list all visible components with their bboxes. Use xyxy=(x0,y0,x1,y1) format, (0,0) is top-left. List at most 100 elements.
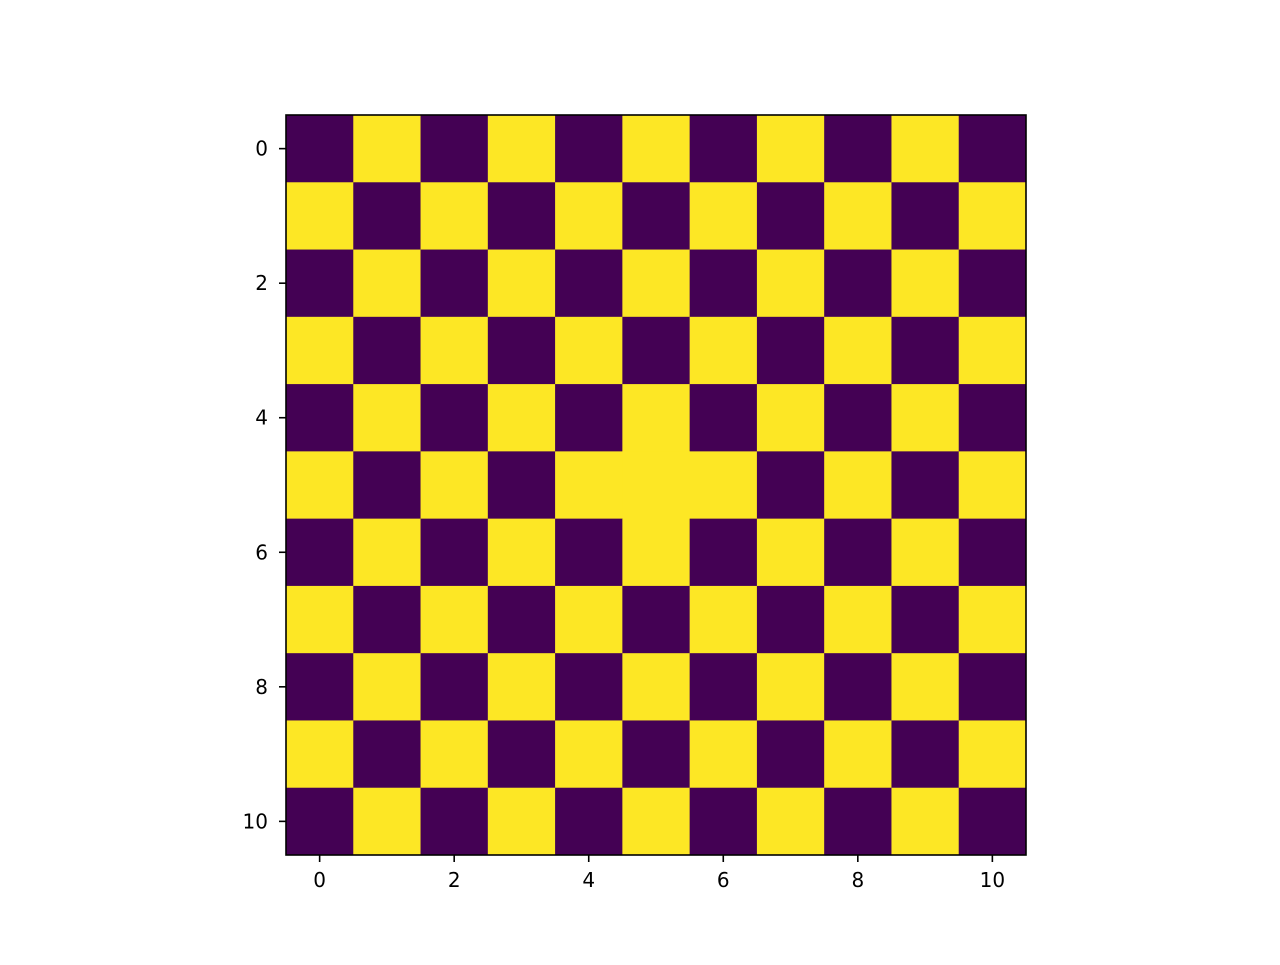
heatmap-cell xyxy=(555,182,623,251)
heatmap-cell xyxy=(756,720,825,789)
heatmap-cell xyxy=(286,585,354,654)
heatmap-cell xyxy=(891,316,960,385)
heatmap-cell xyxy=(555,316,623,385)
heatmap-cell xyxy=(824,182,892,251)
heatmap-cell xyxy=(487,585,556,654)
heatmap-cell xyxy=(420,115,489,183)
heatmap-cell xyxy=(353,316,422,385)
heatmap-cell xyxy=(756,787,825,856)
y-tick-label: 2 xyxy=(255,271,268,295)
heatmap-cell xyxy=(487,518,556,587)
heatmap-cell xyxy=(891,720,960,789)
heatmap-cell xyxy=(487,384,556,452)
heatmap-cell xyxy=(756,585,825,654)
x-tick-label: 2 xyxy=(448,868,461,892)
heatmap-cell xyxy=(487,115,556,183)
heatmap-cell xyxy=(891,585,960,654)
heatmap-cell xyxy=(891,182,960,251)
heatmap-cell xyxy=(353,720,422,789)
heatmap-cell xyxy=(420,585,489,654)
heatmap-cell xyxy=(487,182,556,251)
heatmap-cell xyxy=(891,384,960,452)
heatmap-cell xyxy=(286,316,354,385)
heatmap-cell xyxy=(958,518,1027,587)
y-tick-label: 10 xyxy=(243,809,268,833)
heatmap-cell xyxy=(420,182,489,251)
heatmap-cell xyxy=(555,249,623,318)
heatmap-cell xyxy=(689,653,758,721)
heatmap-cell xyxy=(420,451,489,520)
heatmap-cell xyxy=(555,585,623,654)
heatmap-cell xyxy=(891,249,960,318)
heatmap-cell xyxy=(555,653,623,721)
heatmap-cell xyxy=(353,384,422,452)
heatmap-cell xyxy=(555,384,623,452)
heatmap-cell xyxy=(756,653,825,721)
heatmap-cell xyxy=(286,384,354,452)
heatmap-cell xyxy=(824,249,892,318)
x-tick-label: 6 xyxy=(717,868,730,892)
heatmap-cell xyxy=(353,115,422,183)
heatmap-cell xyxy=(420,249,489,318)
x-axis: 0 2 4 6 8 10 xyxy=(313,855,1005,892)
heatmap-cell xyxy=(756,451,825,520)
heatmap-cell xyxy=(958,182,1027,251)
heatmap-cell xyxy=(420,384,489,452)
heatmap-cell xyxy=(622,518,691,587)
heatmap-cell xyxy=(958,249,1027,318)
heatmap-cell xyxy=(353,787,422,856)
heatmap-cell xyxy=(353,182,422,251)
heatmap-cell xyxy=(891,115,960,183)
heatmap-cell xyxy=(891,518,960,587)
heatmap-cell xyxy=(353,653,422,721)
heatmap-cell xyxy=(286,518,354,587)
x-tick-label: 8 xyxy=(851,868,864,892)
heatmap-cell xyxy=(622,653,691,721)
plot-frame xyxy=(285,114,1027,856)
heatmap-cell xyxy=(689,115,758,183)
heatmap-cell xyxy=(958,585,1027,654)
heatmap-cell xyxy=(891,653,960,721)
y-tick-label: 6 xyxy=(255,540,268,564)
heatmap-cell xyxy=(622,316,691,385)
heatmap-cell xyxy=(824,585,892,654)
heatmap-cell xyxy=(487,451,556,520)
heatmap-cell xyxy=(622,451,691,520)
heatmap-cell xyxy=(824,384,892,452)
heatmap-cell xyxy=(891,787,960,856)
heatmap-cell xyxy=(286,115,354,183)
heatmap-cell xyxy=(353,249,422,318)
heatmap-cell xyxy=(824,115,892,183)
heatmap-cell xyxy=(958,316,1027,385)
heatmap-cell xyxy=(756,182,825,251)
y-tick-label: 4 xyxy=(255,406,268,430)
heatmap-cell xyxy=(756,384,825,452)
heatmap-cell xyxy=(824,653,892,721)
heatmap-cell xyxy=(286,653,354,721)
heatmap-cell xyxy=(689,384,758,452)
heatmap-cell xyxy=(958,787,1027,856)
heatmap-cell xyxy=(555,518,623,587)
heatmap-cell xyxy=(420,316,489,385)
heatmap-cell xyxy=(689,787,758,856)
heatmap-cell xyxy=(689,182,758,251)
heatmap-cell xyxy=(286,451,354,520)
heatmap-cell xyxy=(824,787,892,856)
heatmap-cell xyxy=(824,518,892,587)
x-tick-label: 4 xyxy=(582,868,595,892)
heatmap-cell xyxy=(353,585,422,654)
heatmap-cell xyxy=(689,585,758,654)
heatmap-cell xyxy=(555,451,623,520)
heatmap-cell xyxy=(286,182,354,251)
heatmap-cell xyxy=(958,384,1027,452)
heatmap-cell xyxy=(487,787,556,856)
heatmap-cell xyxy=(756,249,825,318)
heatmap-cell xyxy=(286,720,354,789)
heatmap-cell xyxy=(689,720,758,789)
heatmap-cell xyxy=(555,115,623,183)
heatmap-cell xyxy=(958,653,1027,721)
heatmap-cell xyxy=(353,518,422,587)
heatmap-cell xyxy=(487,653,556,721)
